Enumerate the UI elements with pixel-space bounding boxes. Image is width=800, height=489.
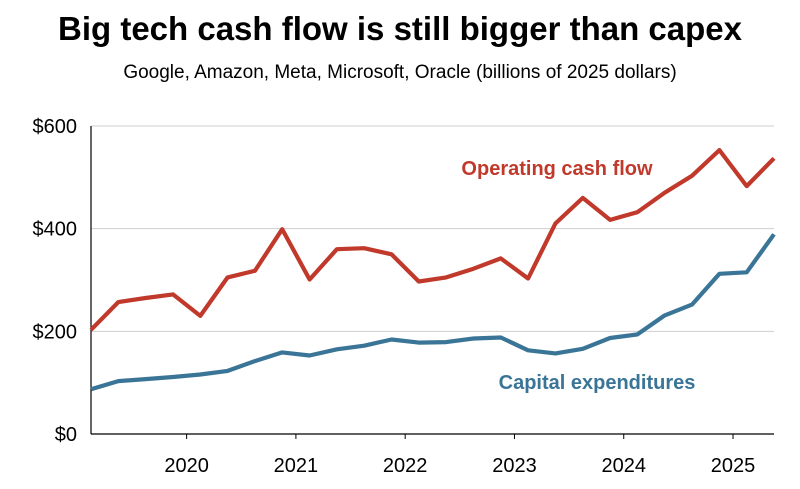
x-tick-label: 2021	[274, 455, 319, 477]
x-tick-label: 2024	[601, 455, 646, 477]
x-tick-label: 2023	[492, 455, 537, 477]
axes	[90, 126, 774, 435]
y-tick-label: $0	[55, 424, 77, 446]
series-label-operating-cash-flow: Operating cash flow	[461, 158, 653, 180]
y-axis-ticks: $0 $200 $400 $600	[33, 116, 78, 446]
y-tick-label: $200	[33, 321, 78, 343]
y-tick-label: $400	[33, 219, 78, 241]
x-axis-ticks: 2020 2021 2022 2023 2024 2025	[164, 434, 755, 477]
series-line-capital-expenditures	[90, 233, 776, 392]
grid-lines	[91, 125, 774, 332]
y-tick-label: $600	[33, 116, 78, 138]
series-lines	[89, 148, 776, 392]
chart-title: Big tech cash flow is still bigger than …	[58, 10, 742, 47]
x-tick-label: 2022	[383, 455, 428, 477]
x-tick-label: 2025	[711, 455, 756, 477]
series-line-operating-cash-flow	[89, 148, 776, 332]
x-tick-label: 2020	[164, 455, 209, 477]
chart-subtitle: Google, Amazon, Meta, Microsoft, Oracle …	[123, 62, 677, 83]
series-label-capital-expenditures: Capital expenditures	[499, 372, 696, 394]
